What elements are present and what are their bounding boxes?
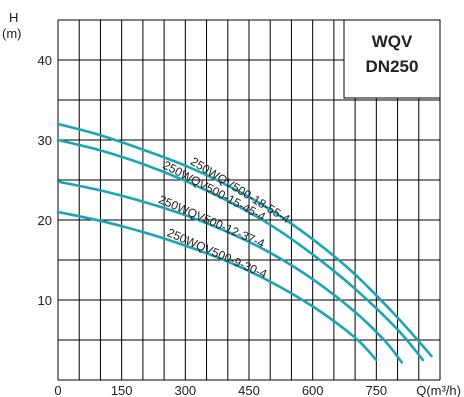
x-tick-label: 450 [238, 383, 260, 397]
y-tick-label: 30 [38, 133, 52, 148]
y-tick-label: 10 [38, 293, 52, 308]
performance-curve-3 [56, 180, 404, 364]
x-tick-label: 150 [111, 383, 133, 397]
performance-curve-4 [56, 210, 378, 362]
x-tick-label: 600 [302, 383, 324, 397]
curves [56, 122, 433, 364]
x-axis-label: Q(m³/h) [416, 383, 461, 397]
y-axis-label-h: H [9, 10, 18, 25]
y-axis-label-unit: (m) [2, 26, 22, 41]
x-tick-label: 750 [365, 383, 387, 397]
performance-curve-2 [56, 138, 425, 362]
x-tick-label: 300 [174, 383, 196, 397]
chart-title-line-1: WQV [372, 32, 413, 51]
x-tick-label: 0 [54, 383, 61, 397]
labels: WQV DN250 H(m) 10 20 30 40 0 150 300 450 600 750 Q(m³… [2, 10, 461, 397]
performance-curve-1 [56, 122, 433, 358]
chart-title-line-2: DN250 [366, 57, 419, 76]
y-tick-label: 20 [38, 213, 52, 228]
y-tick-label: 40 [38, 53, 52, 68]
title-box [343, 19, 441, 99]
